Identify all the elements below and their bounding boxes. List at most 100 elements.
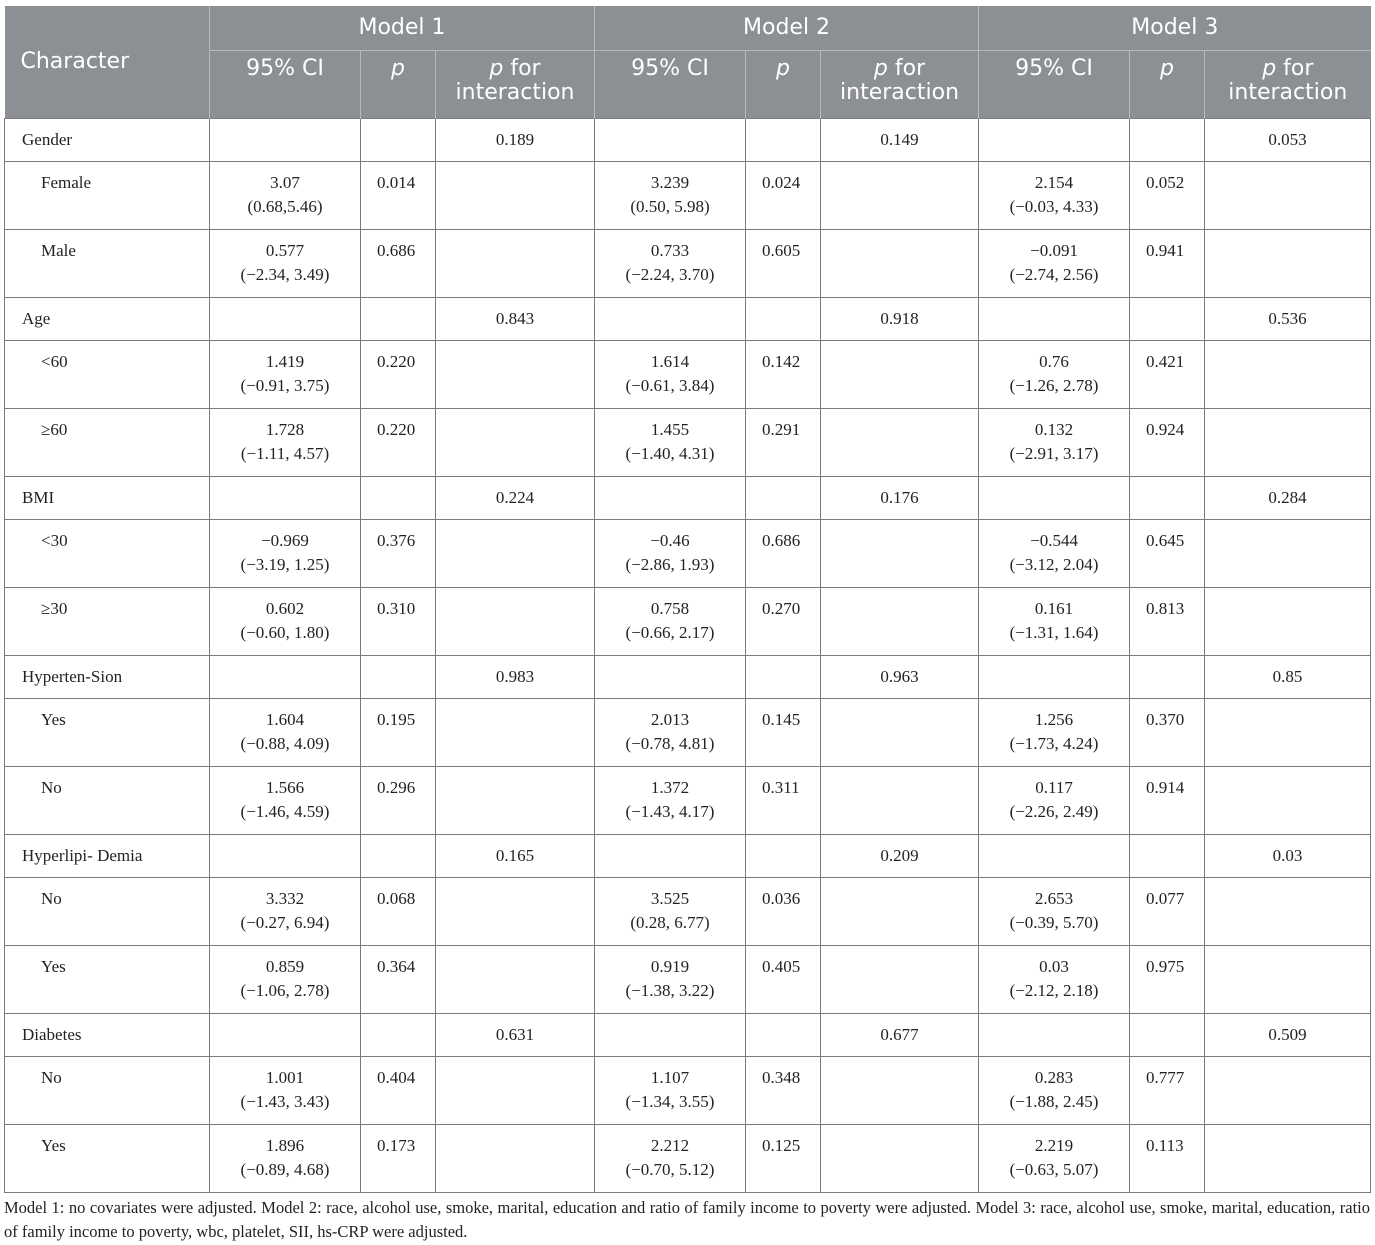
row-label: Yes: [4, 945, 210, 1014]
subgroup-row: ≥60 1.728 (−1.11, 4.57) 0.220 1.455 (−1.40, 4…: [4, 408, 1372, 477]
p-interaction-cell: 0.631: [434, 1013, 596, 1057]
row-label: Female: [4, 161, 210, 230]
p-interaction-cell: [820, 945, 980, 1014]
ci-interval: (−1.43, 3.43): [240, 1092, 330, 1111]
header-p-text: p: [776, 56, 790, 81]
header-model-1: Model 1: [208, 6, 595, 51]
ci-interval: (−1.34, 3.55): [625, 1092, 715, 1111]
ci-cell: 1.372 (−1.43, 4.17): [594, 766, 747, 835]
ci-cell: 3.239 (0.50, 5.98): [594, 161, 747, 230]
p-interaction-cell: 0.963: [820, 655, 980, 699]
p-interaction-cell: [434, 698, 596, 767]
subgroup-row: No 3.332 (−0.27, 6.94) 0.068 3.525 (0.28, 6.7…: [4, 877, 1372, 946]
subgroup-row: No 1.566 (−1.46, 4.59) 0.296 1.372 (−1.43, 4.…: [4, 766, 1372, 835]
p-interaction-cell: [820, 408, 980, 477]
p-value-cell: 0.405: [745, 945, 822, 1014]
ci-estimate: −0.969: [261, 531, 309, 550]
ci-estimate: 3.332: [265, 889, 305, 908]
p-value-cell: [360, 118, 436, 162]
ci-cell: 1.001 (−1.43, 3.43): [209, 1056, 361, 1125]
header-p-for-interaction: p for interaction: [820, 50, 979, 119]
row-label: <60: [4, 340, 210, 409]
ci-interval: (−1.88, 2.45): [1009, 1092, 1099, 1111]
p-value-cell: 0.376: [360, 519, 436, 588]
p-value-cell: [745, 118, 822, 162]
row-label: Yes: [4, 1124, 210, 1193]
header-ci: 95% CI: [594, 50, 746, 119]
subgroup-row: Female 3.07 (0.68,5.46) 0.014 3.239 (0.50, 5.…: [4, 161, 1372, 230]
header-p-italic: p: [873, 56, 888, 81]
ci-cell: 1.256 (−1.73, 4.24): [978, 698, 1131, 767]
ci-interval: (−2.24, 3.70): [625, 265, 715, 284]
p-interaction-cell: 0.918: [820, 297, 980, 341]
ci-cell: 0.76 (−1.26, 2.78): [978, 340, 1131, 409]
p-value-cell: 0.813: [1129, 587, 1206, 656]
ci-estimate: 1.896: [265, 1136, 305, 1155]
p-interaction-cell: [434, 161, 596, 230]
ci-interval: (−2.86, 1.93): [625, 555, 715, 574]
p-value-cell: 0.036: [745, 877, 822, 946]
subgroup-row: <30 −0.969 (−3.19, 1.25) 0.376 −0.46 (−2.86, …: [4, 519, 1372, 588]
p-interaction-cell: [434, 1056, 596, 1125]
p-interaction-cell: [434, 766, 596, 835]
ci-cell: 1.566 (−1.46, 4.59): [209, 766, 361, 835]
p-interaction-cell: [1204, 766, 1372, 835]
ci-cell: 1.728 (−1.11, 4.57): [209, 408, 361, 477]
ci-interval: (−0.78, 4.81): [625, 734, 715, 753]
ci-cell: [978, 118, 1131, 162]
header-interaction-text: interaction: [455, 80, 575, 105]
p-interaction-cell: [820, 587, 980, 656]
p-interaction-cell: [1204, 408, 1372, 477]
ci-cell: [594, 476, 747, 520]
ci-estimate: 1.728: [265, 420, 305, 439]
p-interaction-cell: [1204, 229, 1372, 298]
ci-interval: (−1.43, 4.17): [625, 802, 715, 821]
header-for-text: for: [1276, 56, 1314, 81]
ci-estimate: 2.212: [650, 1136, 690, 1155]
p-interaction-cell: [1204, 519, 1372, 588]
row-label: BMI: [4, 476, 210, 520]
ci-estimate: 0.132: [1034, 420, 1074, 439]
ci-estimate: 1.372: [650, 778, 690, 797]
ci-cell: 2.154 (−0.03, 4.33): [978, 161, 1131, 230]
ci-interval: (−2.12, 2.18): [1009, 981, 1099, 1000]
p-interaction-cell: [434, 1124, 596, 1193]
header-p-text: p: [1160, 56, 1175, 81]
ci-interval: (−2.91, 3.17): [1009, 444, 1099, 463]
header-p-for-interaction: p for interaction: [434, 50, 595, 119]
ci-cell: −0.969 (−3.19, 1.25): [209, 519, 361, 588]
ci-cell: 2.653 (−0.39, 5.70): [978, 877, 1131, 946]
p-interaction-cell: [1204, 698, 1372, 767]
category-row: Gender 0.189 0.149 0.053: [4, 118, 1372, 162]
p-value-cell: 0.421: [1129, 340, 1206, 409]
ci-estimate: 0.733: [650, 241, 690, 260]
p-value-cell: 0.113: [1129, 1124, 1206, 1193]
p-value-cell: [745, 655, 822, 699]
p-interaction-cell: [820, 766, 980, 835]
ci-interval: (−1.06, 2.78): [240, 981, 330, 1000]
p-value-cell: 0.311: [745, 766, 822, 835]
p-value-cell: 0.296: [360, 766, 436, 835]
ci-estimate: 1.419: [265, 352, 305, 371]
ci-cell: [594, 118, 747, 162]
category-row: Hyperten-Sion 0.983 0.963 0.85: [4, 655, 1372, 699]
ci-estimate: −0.544: [1030, 531, 1078, 550]
p-value-cell: [745, 1013, 822, 1057]
row-label: Male: [4, 229, 210, 298]
ci-cell: 1.896 (−0.89, 4.68): [209, 1124, 361, 1193]
p-interaction-cell: [1204, 1124, 1372, 1193]
ci-cell: 0.733 (−2.24, 3.70): [594, 229, 747, 298]
ci-estimate: 1.256: [1034, 710, 1074, 729]
row-label: No: [4, 877, 210, 946]
ci-interval: (−1.26, 2.78): [1009, 376, 1099, 395]
p-interaction-cell: 0.189: [434, 118, 596, 162]
ci-cell: [209, 297, 361, 341]
ci-estimate: −0.091: [1030, 241, 1078, 260]
ci-interval: (−0.88, 4.09): [240, 734, 330, 753]
header-ci: 95% CI: [978, 50, 1130, 119]
p-interaction-cell: [820, 340, 980, 409]
p-interaction-cell: [820, 877, 980, 946]
ci-cell: [978, 297, 1131, 341]
p-interaction-cell: [1204, 340, 1372, 409]
ci-cell: [209, 834, 361, 878]
